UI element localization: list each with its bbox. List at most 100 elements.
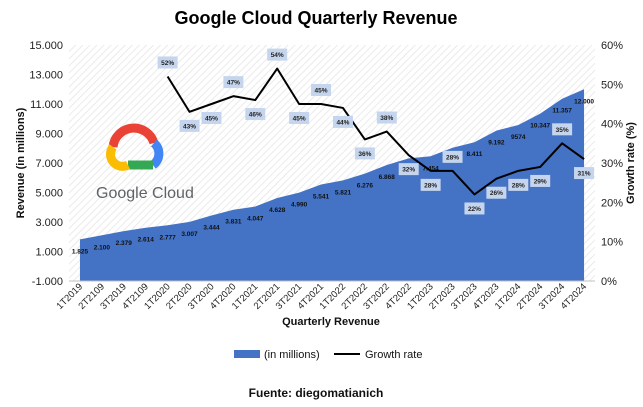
y-tick-label: 7.000	[35, 158, 63, 170]
y2-tick-label: 0%	[601, 276, 617, 288]
chart-title: Google Cloud Quarterly Revenue	[174, 8, 457, 28]
growth-label-box	[223, 76, 244, 89]
revenue-area	[79, 89, 585, 281]
y-tick-label: 9.000	[35, 129, 63, 141]
revenue-data-label: 2.614	[138, 237, 155, 244]
growth-label-text: 47%	[227, 80, 240, 87]
y2-tick-label: 10%	[601, 237, 623, 249]
growth-label-box	[376, 111, 397, 124]
legend-label-revenue: (in millions)	[264, 349, 320, 361]
y2-tick-label: 40%	[601, 119, 623, 131]
y-tick-label: 15.000	[29, 40, 63, 52]
revenue-data-label: 2.379	[116, 240, 133, 247]
legend-swatch-revenue	[234, 350, 260, 358]
growth-label-box	[574, 167, 595, 180]
growth-label-text: 31%	[578, 171, 591, 178]
growth-label-text: 38%	[380, 115, 393, 122]
y-axis-title: Revenue (in millions)	[15, 107, 27, 218]
growth-labels-layer: 52% 43% 45% 47% 46% 54% 45% 45% 44% 36% 38% 32% 28% 2…	[157, 48, 595, 215]
growth-label-box	[245, 108, 266, 121]
growth-label-text: 28%	[424, 182, 437, 189]
growth-line-layer	[166, 67, 585, 196]
growth-label-text: 28%	[446, 154, 459, 161]
growth-label-text: 36%	[358, 151, 371, 158]
y2-tick-label: 50%	[601, 79, 623, 91]
growth-label-box	[508, 178, 529, 191]
growth-data-label: 26%	[486, 186, 507, 199]
logo-text: Google Cloud	[96, 185, 194, 202]
growth-data-label: 52%	[157, 56, 178, 69]
growth-data-label: 45%	[289, 112, 310, 124]
legend-label-growth: Growth rate	[365, 349, 422, 361]
growth-label-text: 43%	[183, 123, 196, 130]
growth-label-text: 45%	[293, 116, 306, 123]
growth-label-text: 32%	[402, 167, 415, 174]
growth-label-text: 46%	[249, 112, 262, 119]
revenue-data-label: 5.541	[313, 194, 330, 201]
growth-label-box	[157, 56, 178, 69]
revenue-area-layer	[79, 89, 585, 281]
growth-rate-line	[166, 67, 585, 196]
source-note: Fuente: diegomatianich	[249, 386, 384, 400]
revenue-data-label: 2.100	[94, 244, 111, 251]
growth-label-box	[486, 186, 507, 199]
growth-data-label: 45%	[201, 112, 222, 124]
growth-data-label: 31%	[574, 167, 595, 180]
growth-label-text: 29%	[534, 178, 547, 185]
growth-data-label: 38%	[376, 111, 397, 124]
growth-data-label: 43%	[179, 119, 200, 132]
growth-label-box	[267, 48, 288, 61]
growth-label-box	[311, 84, 332, 96]
y2-tick-label: 20%	[601, 197, 623, 209]
revenue-data-label: 4.990	[291, 202, 308, 209]
y2-tick-label: 60%	[601, 40, 623, 52]
revenue-data-label: 11.357	[552, 108, 572, 115]
growth-label-text: 22%	[468, 206, 481, 213]
revenue-data-label: 8.411	[466, 151, 482, 158]
growth-data-label: 28%	[420, 178, 441, 191]
growth-label-box	[530, 174, 551, 187]
growth-data-label: 45%	[311, 84, 332, 96]
growth-data-label: 29%	[530, 174, 551, 187]
growth-label-box	[552, 123, 573, 136]
revenue-data-label: 3.007	[181, 231, 198, 238]
x-axis-title: Quarterly Revenue	[282, 316, 380, 328]
revenue-data-label: 1.825	[72, 248, 89, 255]
revenue-data-label: 9.192	[488, 140, 505, 147]
growth-label-box	[332, 115, 353, 128]
growth-data-label: 44%	[332, 115, 353, 128]
growth-label-text: 45%	[205, 116, 218, 123]
y-tick-label: 11.000	[30, 99, 63, 111]
revenue-data-label: 9574	[511, 134, 526, 141]
growth-label-box	[354, 147, 375, 160]
google-cloud-logo: Google Cloud	[96, 123, 194, 202]
y-tick-label: 13.000	[29, 70, 63, 82]
revenue-data-label: 6.276	[357, 183, 374, 190]
y-tick-label: 5.000	[35, 188, 63, 200]
growth-label-text: 26%	[490, 190, 503, 197]
y-tick-label: 3.000	[35, 217, 63, 229]
growth-label-box	[420, 178, 441, 191]
growth-label-text: 45%	[315, 88, 328, 95]
revenue-data-label: 6.868	[379, 174, 396, 181]
revenue-data-label: 5.821	[335, 189, 352, 196]
growth-label-text: 44%	[336, 119, 349, 126]
revenue-data-label: 10.347	[530, 123, 550, 130]
revenue-data-label: 4.047	[247, 216, 264, 223]
revenue-data-label: 7.454	[422, 165, 439, 172]
growth-data-label: 46%	[245, 108, 266, 121]
cloud-icon	[106, 123, 164, 171]
growth-data-label: 35%	[552, 123, 573, 136]
growth-label-box	[464, 202, 485, 215]
growth-label-box	[398, 163, 419, 176]
growth-data-label: 22%	[464, 202, 485, 215]
y-tick-label: -1.000	[32, 276, 63, 288]
growth-data-label: 28%	[508, 178, 529, 191]
revenue-data-label: 3.444	[203, 224, 220, 231]
growth-data-label: 54%	[267, 48, 288, 61]
revenue-data-label: 4.628	[269, 207, 286, 214]
revenue-data-label: 3.831	[225, 219, 242, 226]
growth-label-box	[289, 112, 310, 124]
growth-label-box	[442, 150, 463, 163]
